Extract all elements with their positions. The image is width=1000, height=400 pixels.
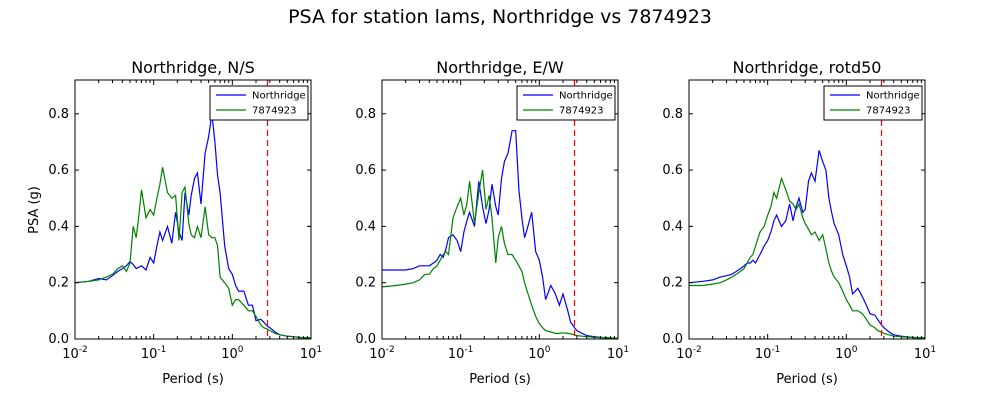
series-line-northridge xyxy=(382,130,619,339)
x-tick-label: 101 xyxy=(607,345,629,362)
axes-frame xyxy=(381,79,619,340)
y-tick-label: 0.0 xyxy=(355,332,376,347)
x-tick-label: 10-1 xyxy=(141,345,167,362)
axes-frame xyxy=(688,79,926,340)
series-line-7874923 xyxy=(689,176,926,339)
panel-title: Northridge, E/W xyxy=(436,58,564,77)
x-axis-label: Period (s) xyxy=(776,372,838,387)
panel-2: Northridge, E/W Period (s) 0.0 0.2 0.4 0.6 0… xyxy=(355,58,629,387)
y-tick-label: 0.0 xyxy=(662,332,683,347)
y-tick-label: 0.8 xyxy=(662,107,683,122)
x-tick-label: 10-2 xyxy=(62,345,88,362)
x-tick-label: 100 xyxy=(835,345,858,362)
y-axis-label: PSA (g) xyxy=(27,186,42,234)
y-tick-label: 0.2 xyxy=(355,276,376,291)
series-line-northridge xyxy=(74,113,312,339)
series-line-7874923 xyxy=(381,170,619,339)
y-tick-label: 0.4 xyxy=(355,219,376,234)
legend-box xyxy=(516,85,616,121)
y-tick-label: 0.6 xyxy=(48,163,69,178)
panel-title: Northridge, rotd50 xyxy=(733,58,882,77)
legend-label: 7874923 xyxy=(559,106,604,117)
legend-label: 7874923 xyxy=(252,106,297,117)
legend-label: Northridge xyxy=(252,91,306,102)
x-tick-label: 101 xyxy=(300,345,322,362)
x-tick-label: 100 xyxy=(221,345,244,362)
legend-label: Northridge xyxy=(866,91,920,102)
y-tick-label: 0.6 xyxy=(355,163,376,178)
x-tick-label: 100 xyxy=(528,345,551,362)
panel-1: Northridge, N/S Period (s) PSA (g) 0.0 0.… xyxy=(27,58,322,387)
x-axis-label: Period (s) xyxy=(469,372,531,387)
series-line-7874923 xyxy=(74,167,312,339)
legend-label: Northridge xyxy=(559,91,613,102)
x-tick-label: 10-1 xyxy=(448,345,474,362)
y-tick-label: 0.0 xyxy=(48,332,69,347)
y-tick-label: 0.6 xyxy=(662,163,683,178)
x-tick-label: 10-2 xyxy=(369,345,395,362)
x-tick-label: 101 xyxy=(914,345,936,362)
x-tick-label: 10-1 xyxy=(755,345,781,362)
panel-3: Northridge, rotd50 Period (s) 0.0 0.2 0.4 0… xyxy=(662,58,936,387)
legend-box xyxy=(823,85,923,121)
legend-box xyxy=(209,85,309,121)
figure-suptitle: PSA for station lams, Northridge vs 7874… xyxy=(288,6,712,28)
y-tick-label: 0.8 xyxy=(48,107,69,122)
y-tick-label: 0.4 xyxy=(662,219,683,234)
panel-title: Northridge, N/S xyxy=(131,58,255,77)
legend-label: 7874923 xyxy=(866,106,911,117)
axes-frame xyxy=(74,79,312,340)
y-tick-label: 0.8 xyxy=(355,107,376,122)
y-tick-label: 0.4 xyxy=(48,219,69,234)
x-axis-label: Period (s) xyxy=(162,372,224,387)
y-tick-label: 0.2 xyxy=(48,276,69,291)
y-tick-label: 0.2 xyxy=(662,276,683,291)
x-tick-label: 10-2 xyxy=(676,345,702,362)
series-line-northridge xyxy=(688,150,926,339)
